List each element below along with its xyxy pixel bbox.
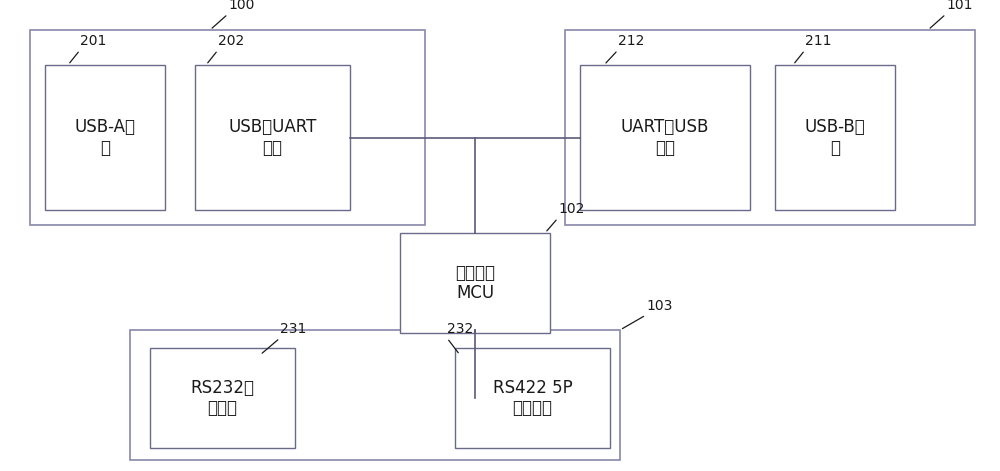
Text: 232: 232 — [447, 322, 473, 336]
Text: 微处理器
MCU: 微处理器 MCU — [455, 264, 495, 302]
Bar — [30, 30, 425, 225]
Text: 102: 102 — [558, 202, 584, 216]
Bar — [130, 330, 620, 460]
Text: UART转USB
器件: UART转USB 器件 — [621, 118, 709, 157]
Bar — [400, 233, 550, 333]
Bar — [455, 348, 610, 448]
Text: 103: 103 — [646, 299, 672, 313]
Text: 201: 201 — [80, 34, 106, 48]
Text: USB-A接
口: USB-A接 口 — [74, 118, 136, 157]
Bar — [775, 65, 895, 210]
Bar — [580, 65, 750, 210]
Text: 211: 211 — [805, 34, 832, 48]
Text: USB转UART
器件: USB转UART 器件 — [228, 118, 317, 157]
Bar — [565, 30, 975, 225]
Text: USB-B接
口: USB-B接 口 — [805, 118, 865, 157]
Text: 212: 212 — [618, 34, 644, 48]
Bar — [45, 65, 165, 210]
Text: 101: 101 — [946, 0, 972, 12]
Bar — [150, 348, 295, 448]
Bar — [195, 65, 350, 210]
Text: 231: 231 — [280, 322, 306, 336]
Text: 100: 100 — [228, 0, 254, 12]
Text: 202: 202 — [218, 34, 244, 48]
Text: RS232网
络接口: RS232网 络接口 — [190, 379, 254, 417]
Text: RS422 5P
网络接口: RS422 5P 网络接口 — [493, 379, 572, 417]
